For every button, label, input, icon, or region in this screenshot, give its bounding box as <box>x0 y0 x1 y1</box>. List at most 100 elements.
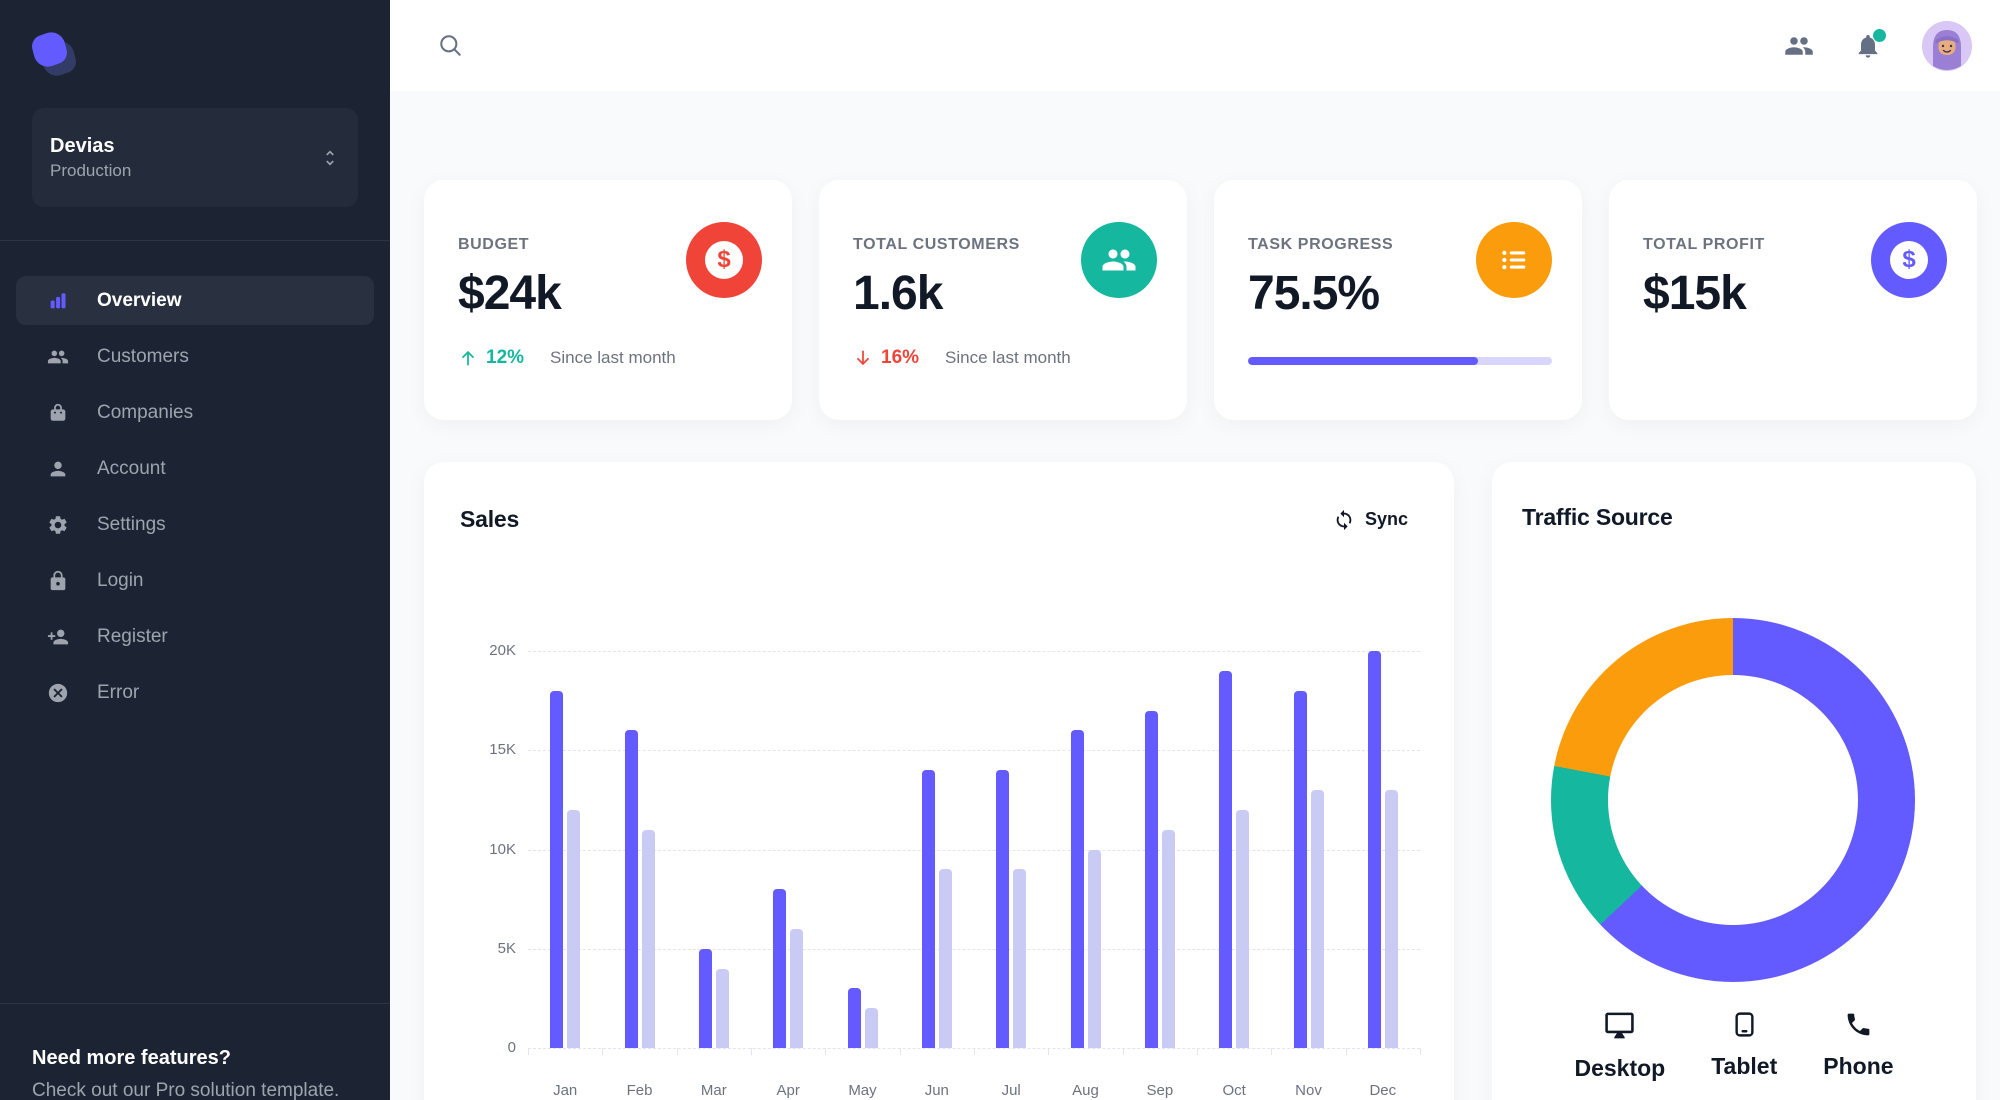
nav-label: Account <box>97 457 166 479</box>
x-tick-label: Aug <box>1072 1082 1099 1099</box>
legend-item-tablet: Tablet <box>1711 1010 1777 1082</box>
sidebar-item-companies[interactable]: Companies <box>16 388 374 437</box>
traffic-title: Traffic Source <box>1522 504 1673 530</box>
notifications-button[interactable] <box>1854 28 1886 60</box>
x-tick-label: Sep <box>1146 1082 1174 1099</box>
search-button[interactable] <box>437 32 464 59</box>
x-axis-tick <box>528 1048 529 1055</box>
sidebar-item-login[interactable]: Login <box>16 556 374 605</box>
sidebar-nav: Overview Customers Companies Account <box>16 276 374 724</box>
bar-jul-last-year <box>1013 869 1027 1048</box>
budget-card: BUDGET $24k $ 12% Since last month <box>424 180 792 420</box>
sidebar-item-register[interactable]: Register <box>16 612 374 661</box>
bar-apr-last-year <box>790 928 804 1048</box>
x-axis-tick <box>602 1048 604 1055</box>
legend-item-phone: Phone <box>1823 1010 1894 1082</box>
gridline <box>528 948 1420 950</box>
sidebar-item-account[interactable]: Account <box>16 444 374 493</box>
y-tick-label: 0 <box>507 1039 516 1056</box>
tablet-icon <box>1735 1012 1754 1037</box>
gridline <box>528 651 1420 652</box>
bar-oct-this-year <box>1219 670 1233 1048</box>
x-axis-tick <box>1420 1048 1421 1055</box>
sidebar-divider <box>0 240 390 241</box>
nav-label: Customers <box>97 345 189 367</box>
x-tick-label: Jun <box>924 1082 949 1099</box>
x-tick-label: Jul <box>1001 1082 1021 1099</box>
user-avatar[interactable] <box>1922 20 1972 71</box>
budget-trend: 12% Since last month <box>458 347 762 369</box>
topbar <box>390 0 2000 91</box>
nav-label: Companies <box>97 401 194 423</box>
nav-label: Login <box>97 569 144 591</box>
sidebar-item-overview[interactable]: Overview <box>16 276 374 325</box>
users-icon <box>1081 222 1157 298</box>
bar-aug-this-year <box>1070 730 1084 1048</box>
bar-mar-this-year <box>698 948 712 1048</box>
traffic-legend: Desktop Tablet Phone <box>1492 1010 1976 1082</box>
bar-nov-this-year <box>1293 690 1307 1048</box>
gridline <box>528 849 1420 851</box>
sidebar-item-customers[interactable]: Customers <box>16 332 374 381</box>
nav-label: Error <box>97 681 140 703</box>
legend-item-desktop: Desktop <box>1574 1010 1665 1082</box>
user-icon <box>47 458 69 480</box>
devias-logo-icon[interactable] <box>29 27 79 81</box>
sidebar-item-error[interactable]: Error <box>16 668 374 717</box>
legend-label: Desktop <box>1574 1055 1666 1081</box>
stat-label: TASK PROGRESS <box>1248 236 1394 253</box>
bar-sep-last-year <box>1161 829 1175 1048</box>
customers-trend: 16% Since last month <box>853 347 1157 369</box>
sync-button[interactable]: Sync <box>1327 508 1414 532</box>
x-tick-label: May <box>848 1082 877 1099</box>
lock-icon <box>47 570 69 592</box>
x-axis-tick <box>974 1048 975 1055</box>
topbar-actions <box>1784 20 1972 71</box>
customers-text: TOTAL CUSTOMERS 1.6k <box>853 222 1020 321</box>
x-tick-label: Mar <box>700 1082 727 1099</box>
x-axis-tick <box>676 1048 678 1055</box>
stat-value: $15k <box>1643 267 1747 320</box>
bar-mar-last-year <box>715 968 729 1048</box>
x-tick-label: Feb <box>626 1082 653 1099</box>
trend-value: 16% <box>881 347 920 368</box>
bar-sep-this-year <box>1144 710 1158 1048</box>
task-text: TASK PROGRESS 75.5% <box>1248 222 1393 321</box>
sales-chart: 20K 15K 10K 5K 0 Jan Feb Mar Apr May Jun Jul Aug Sep… <box>460 632 1421 1100</box>
bar-jun-this-year <box>921 770 935 1048</box>
gridline <box>528 750 1420 752</box>
x-tick-label: Apr <box>776 1082 800 1099</box>
sidebar: Devias Production Overview Customers <box>0 0 390 1100</box>
bar-dec-last-year <box>1384 789 1398 1048</box>
bar-jan-this-year <box>550 690 564 1048</box>
bar-may-last-year <box>864 1008 878 1048</box>
stat-label: BUDGET <box>458 236 530 253</box>
x-tick-label: Nov <box>1295 1082 1322 1099</box>
profit-text: TOTAL PROFIT $15k <box>1643 222 1765 321</box>
y-tick-label: 15K <box>489 741 516 759</box>
bar-aug-last-year <box>1087 849 1101 1048</box>
dollar-glyph: $ <box>1890 241 1928 279</box>
budget-text: BUDGET $24k <box>458 222 562 321</box>
bar-dec-this-year <box>1367 651 1381 1048</box>
footer-title: Need more features? <box>32 1047 231 1069</box>
x-axis-tick <box>1122 1048 1124 1055</box>
phone-icon <box>1847 1013 1870 1036</box>
bar-jan-last-year <box>567 809 581 1048</box>
trend-value: 12% <box>486 347 525 368</box>
users-icon <box>47 346 69 368</box>
contacts-button[interactable] <box>1784 31 1814 61</box>
workspace-text: Devias Production <box>50 133 131 183</box>
x-axis-tick <box>825 1048 827 1055</box>
user-plus-icon <box>47 626 69 648</box>
task-progress-bar <box>1248 357 1552 365</box>
desktop-icon <box>1605 1012 1635 1039</box>
bag-icon <box>47 402 69 424</box>
x-tick-label: Dec <box>1369 1082 1397 1099</box>
workspace-selector[interactable]: Devias Production <box>32 108 358 207</box>
bar-oct-last-year <box>1236 809 1250 1048</box>
x-tick-label: Jan <box>553 1082 578 1099</box>
sidebar-footer: Need more features? Check out our Pro so… <box>0 1003 390 1100</box>
sidebar-item-settings[interactable]: Settings <box>16 500 374 549</box>
